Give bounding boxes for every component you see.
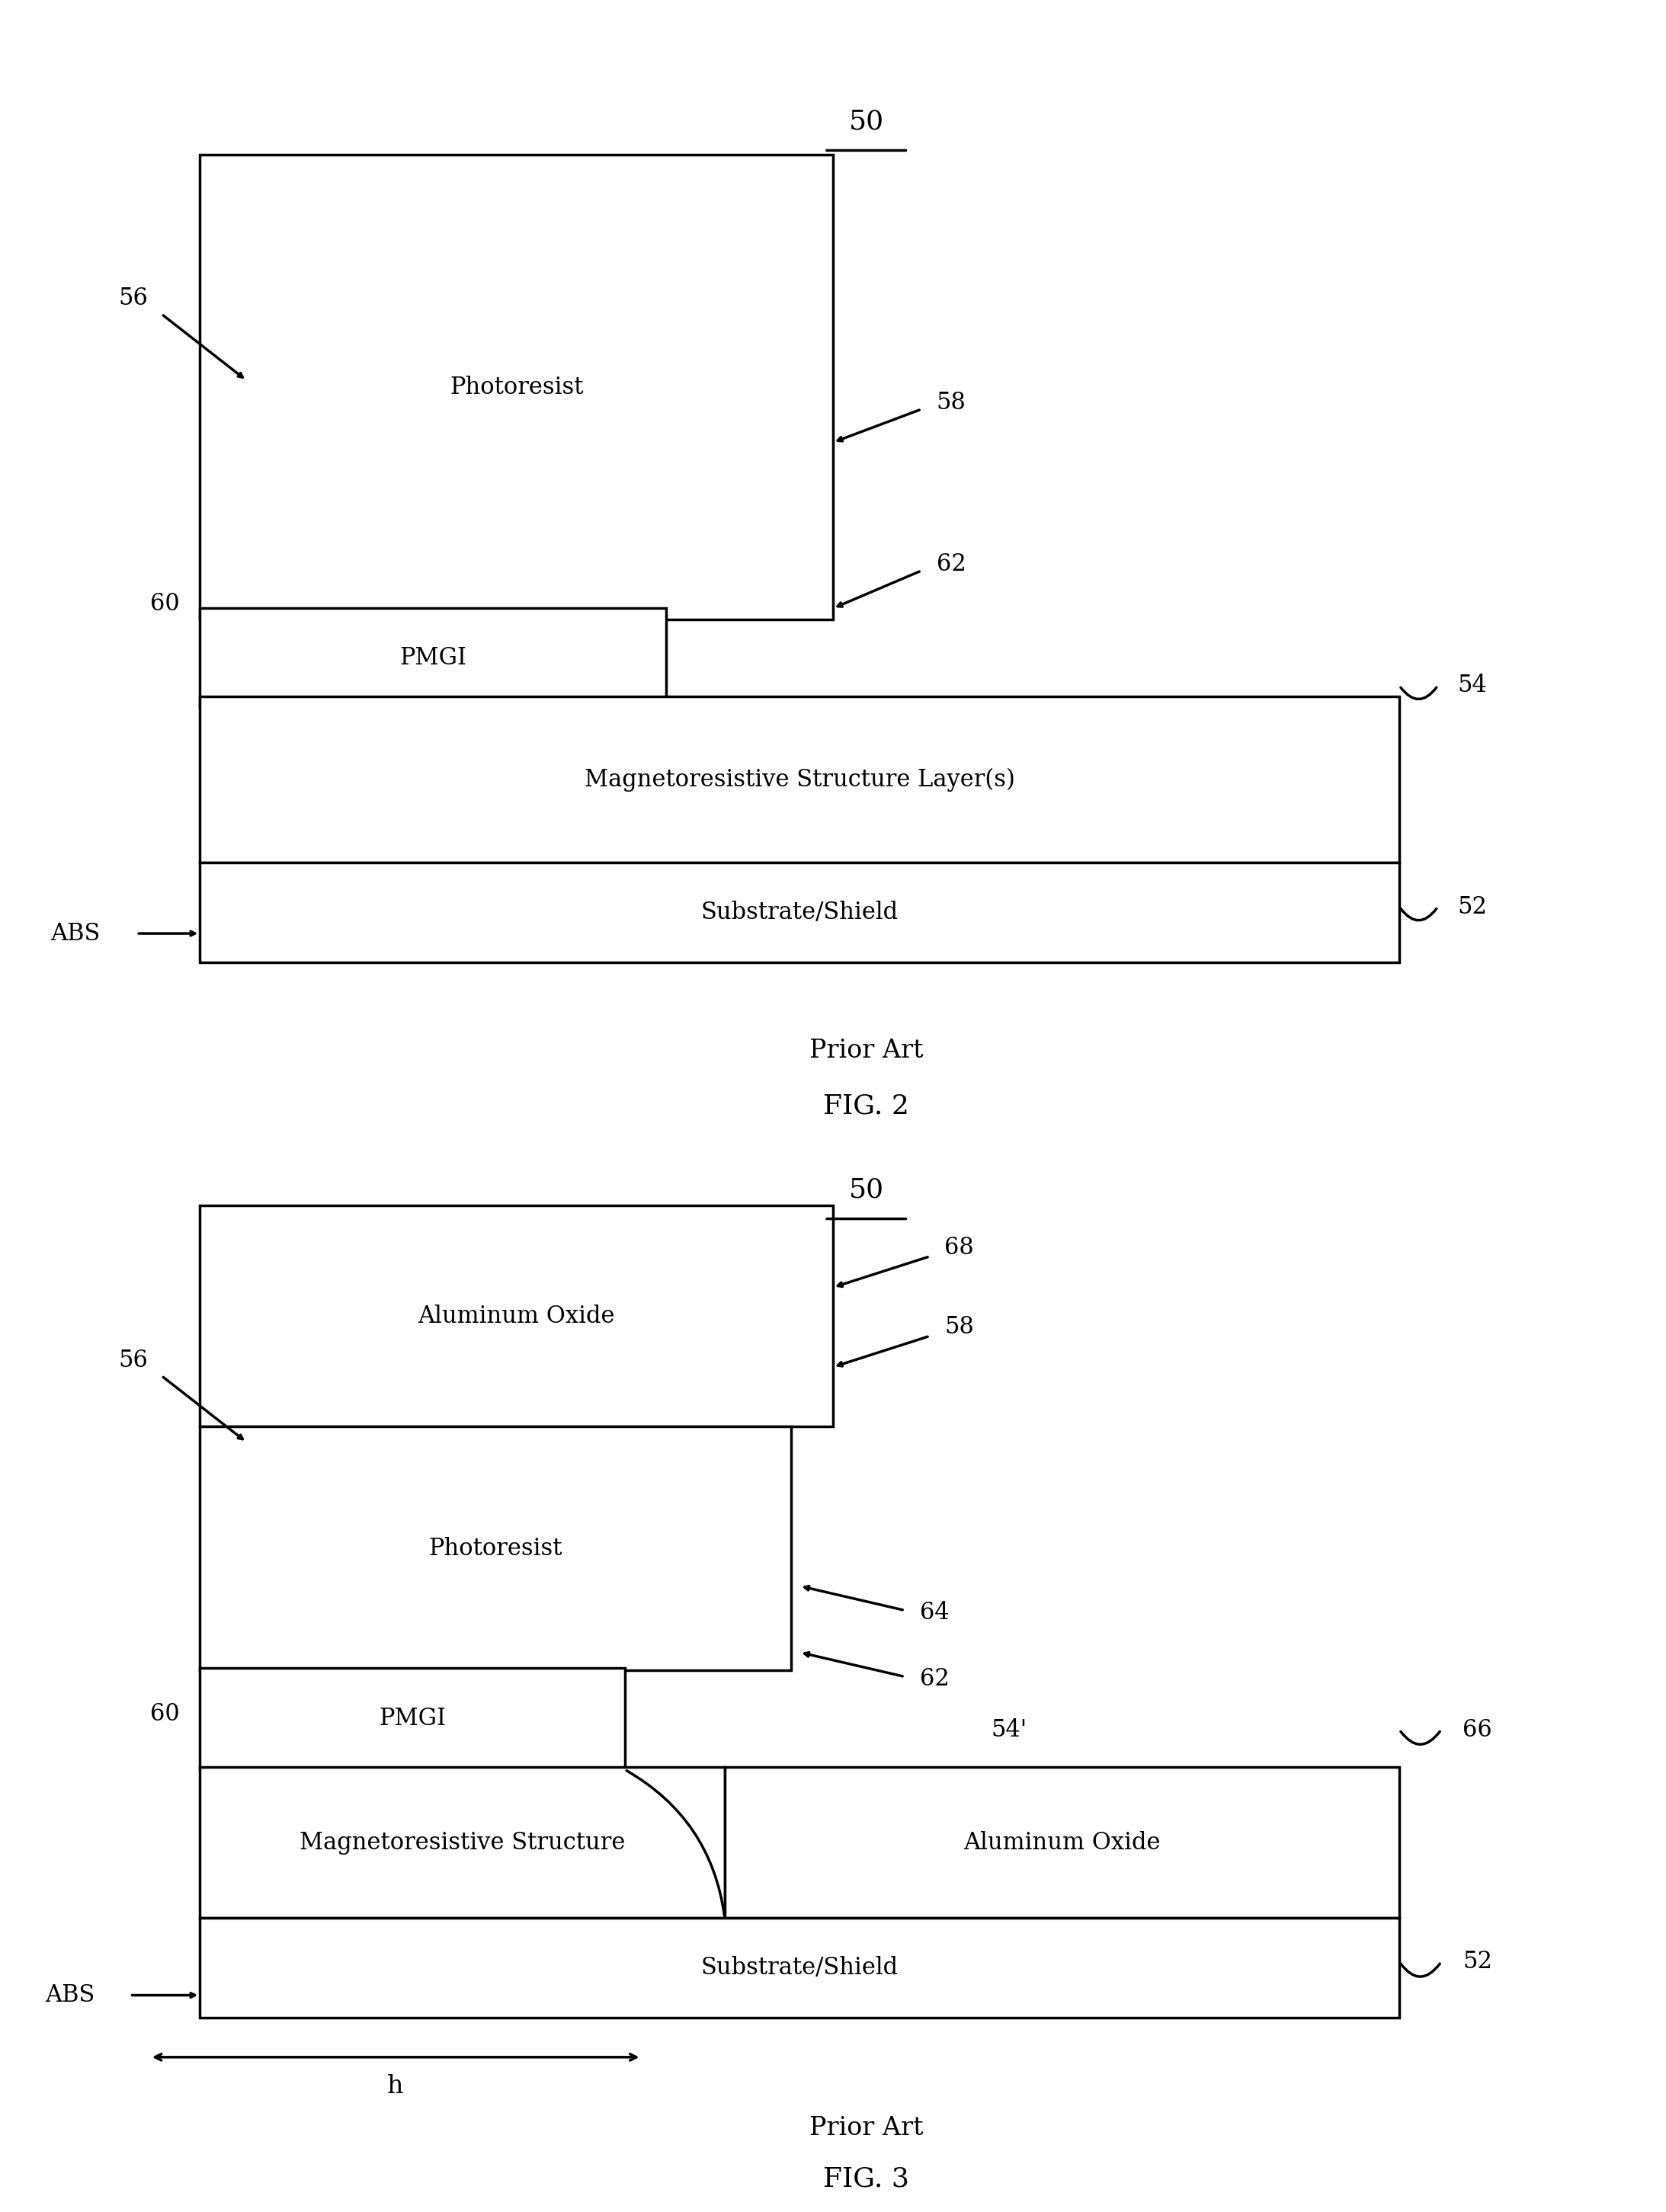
Bar xyxy=(200,1767,725,1918)
Bar xyxy=(200,697,1399,863)
Text: 50: 50 xyxy=(848,108,885,135)
Text: 62: 62 xyxy=(936,553,966,575)
Text: 64: 64 xyxy=(920,1601,950,1624)
Text: 56: 56 xyxy=(118,1349,148,1371)
Text: 68: 68 xyxy=(945,1237,975,1259)
Text: Photoresist: Photoresist xyxy=(428,1537,563,1559)
Bar xyxy=(200,1206,833,1427)
Text: 60: 60 xyxy=(150,1703,180,1725)
Text: 54': 54' xyxy=(991,1719,1028,1741)
Text: Prior Art: Prior Art xyxy=(810,1037,923,1064)
Text: Substrate/Shield: Substrate/Shield xyxy=(701,1955,898,1980)
Text: 52: 52 xyxy=(1463,1951,1493,1973)
Text: Photoresist: Photoresist xyxy=(450,376,583,398)
Text: Magnetoresistive Structure Layer(s): Magnetoresistive Structure Layer(s) xyxy=(585,768,1015,792)
Text: 58: 58 xyxy=(945,1316,975,1338)
Text: Prior Art: Prior Art xyxy=(810,2115,923,2141)
Bar xyxy=(200,1427,791,1670)
Text: 50: 50 xyxy=(848,1177,885,1203)
Bar xyxy=(200,1668,625,1770)
Bar xyxy=(200,863,1399,962)
Bar xyxy=(200,155,833,619)
Text: Aluminum Oxide: Aluminum Oxide xyxy=(963,1832,1161,1854)
Text: h: h xyxy=(387,2073,403,2099)
Text: 58: 58 xyxy=(936,392,966,414)
Text: Substrate/Shield: Substrate/Shield xyxy=(701,900,898,925)
Text: FIG. 2: FIG. 2 xyxy=(823,1093,910,1119)
Text: 54: 54 xyxy=(1458,675,1488,697)
Text: PMGI: PMGI xyxy=(378,1708,446,1730)
Text: 66: 66 xyxy=(1463,1719,1493,1741)
Text: FIG. 3: FIG. 3 xyxy=(823,2166,910,2192)
Bar xyxy=(725,1767,1399,1918)
Text: ABS: ABS xyxy=(50,922,100,945)
Text: Aluminum Oxide: Aluminum Oxide xyxy=(418,1305,615,1327)
Text: 56: 56 xyxy=(118,288,148,310)
Bar xyxy=(200,1918,1399,2017)
Text: ABS: ABS xyxy=(45,1984,95,2006)
Text: PMGI: PMGI xyxy=(400,646,466,670)
Text: 62: 62 xyxy=(920,1668,950,1690)
Bar xyxy=(200,608,666,708)
Text: 60: 60 xyxy=(150,593,180,615)
Text: 52: 52 xyxy=(1458,896,1488,918)
Text: Magnetoresistive Structure: Magnetoresistive Structure xyxy=(300,1832,625,1854)
